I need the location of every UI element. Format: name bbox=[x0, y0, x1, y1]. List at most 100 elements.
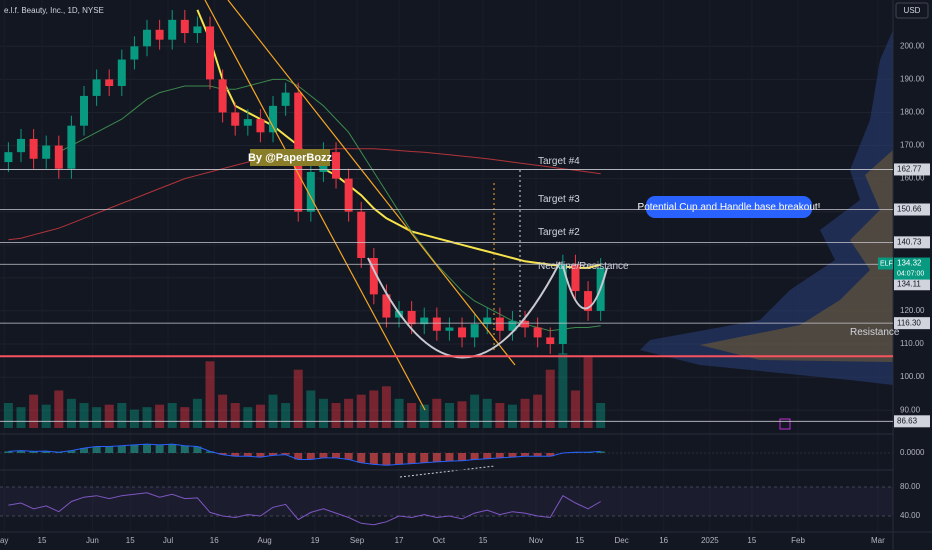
volume-bar bbox=[268, 394, 278, 428]
macd-hist bbox=[92, 446, 101, 453]
volume-bar bbox=[432, 398, 442, 428]
x-tick-label: Mar bbox=[871, 536, 885, 545]
macd-hist bbox=[344, 453, 353, 460]
volume-bar bbox=[230, 403, 240, 428]
volume-bar bbox=[155, 404, 165, 428]
x-tick-label: Jul bbox=[163, 536, 173, 545]
channel-line bbox=[227, 0, 516, 366]
candle-body bbox=[344, 178, 353, 212]
macd-hist bbox=[4, 451, 13, 453]
rsi-tick-label: 40.00 bbox=[900, 511, 921, 520]
symbol: ELF bbox=[880, 260, 893, 267]
macd-line bbox=[8, 443, 601, 466]
price-label-box bbox=[894, 236, 930, 249]
macd-hist bbox=[420, 453, 429, 463]
level-text: Target #2 bbox=[538, 227, 580, 238]
macd-hist bbox=[319, 453, 328, 458]
candle-body bbox=[495, 317, 504, 331]
rsi-line bbox=[8, 492, 601, 526]
price-label: 150.66 bbox=[897, 205, 922, 214]
macd-hist bbox=[80, 448, 89, 453]
candle-body bbox=[206, 26, 215, 80]
x-tick-label: ay bbox=[0, 536, 8, 545]
x-tick-label: 15 bbox=[747, 536, 756, 545]
macd-hist bbox=[67, 450, 76, 453]
macd-hist bbox=[256, 453, 265, 458]
candle-body bbox=[67, 125, 76, 169]
volume-bar bbox=[281, 403, 291, 428]
volume-bar bbox=[293, 369, 303, 428]
macd-hist bbox=[382, 453, 391, 466]
channel-line bbox=[204, 0, 426, 411]
macd-hist bbox=[117, 445, 126, 453]
volume-bar bbox=[507, 404, 517, 428]
macd-hist bbox=[533, 453, 542, 457]
macd-hist bbox=[193, 446, 202, 453]
candle-body bbox=[558, 264, 567, 344]
x-tick-label: 19 bbox=[311, 536, 320, 545]
macd-hist bbox=[521, 453, 530, 457]
volume-bar bbox=[29, 394, 39, 428]
volume-bar bbox=[142, 407, 152, 428]
volume-bar bbox=[92, 407, 102, 428]
volume-bar bbox=[344, 398, 354, 428]
candle-body bbox=[243, 119, 252, 126]
price-label-box bbox=[894, 203, 930, 216]
rsi-band bbox=[0, 487, 893, 517]
candle-body bbox=[130, 46, 139, 60]
y-tick-label: 190.00 bbox=[900, 74, 925, 83]
macd-hist bbox=[596, 451, 605, 453]
event-marker bbox=[779, 418, 791, 430]
volume-bar bbox=[394, 398, 404, 428]
candle-body bbox=[546, 337, 555, 344]
x-tick-label: 15 bbox=[38, 536, 47, 545]
macd-hist bbox=[155, 444, 164, 453]
x-tick-label: 15 bbox=[479, 536, 488, 545]
volume-bar bbox=[381, 386, 391, 428]
volume-bar bbox=[66, 398, 76, 428]
macd-hist bbox=[243, 453, 252, 457]
volume-profile bbox=[700, 150, 893, 362]
y-tick-label: 90.00 bbox=[900, 405, 921, 414]
x-tick-label: 15 bbox=[126, 536, 135, 545]
volume-bar bbox=[470, 394, 480, 428]
price-label-box bbox=[894, 415, 930, 428]
volume-profile bbox=[640, 30, 893, 385]
volume-bar bbox=[54, 390, 64, 428]
macd-hist bbox=[546, 453, 555, 457]
macd-hist bbox=[369, 453, 378, 465]
macd-hist bbox=[281, 453, 290, 455]
macd-hist bbox=[432, 453, 441, 462]
moving-average bbox=[58, 78, 601, 332]
author-text: By @PaperBozz bbox=[248, 152, 333, 164]
x-tick-label: Dec bbox=[615, 536, 629, 545]
candle-body bbox=[218, 79, 227, 113]
candle-body bbox=[4, 152, 13, 163]
candle-body bbox=[432, 317, 441, 331]
volume-bar bbox=[583, 357, 593, 428]
x-tick-label: Jun bbox=[86, 536, 99, 545]
bubble-text: Potential Cup and Handle base breakout! bbox=[638, 202, 821, 213]
macd-hist bbox=[306, 453, 315, 460]
candle-body bbox=[105, 79, 114, 86]
candle-body bbox=[571, 264, 580, 292]
candle-body bbox=[155, 29, 164, 40]
candle-body bbox=[80, 95, 89, 126]
volume-bar bbox=[218, 394, 228, 428]
y-tick-label: 170.00 bbox=[900, 141, 925, 150]
volume-bar bbox=[243, 407, 253, 428]
x-tick-label: Feb bbox=[791, 536, 805, 545]
candle-body bbox=[382, 294, 391, 318]
volume-bar bbox=[495, 403, 505, 428]
level-text: Neckline/Resistance bbox=[538, 261, 629, 272]
macd-hist bbox=[130, 444, 139, 453]
candle-body bbox=[420, 317, 429, 325]
price-label: 134.11 bbox=[897, 279, 921, 288]
volume-bar bbox=[306, 390, 316, 428]
macd-hist bbox=[105, 446, 114, 453]
last-price-box bbox=[894, 257, 930, 280]
candle-body bbox=[193, 26, 202, 34]
macd-hist bbox=[168, 444, 177, 453]
y-tick-label: 100.00 bbox=[900, 372, 925, 381]
